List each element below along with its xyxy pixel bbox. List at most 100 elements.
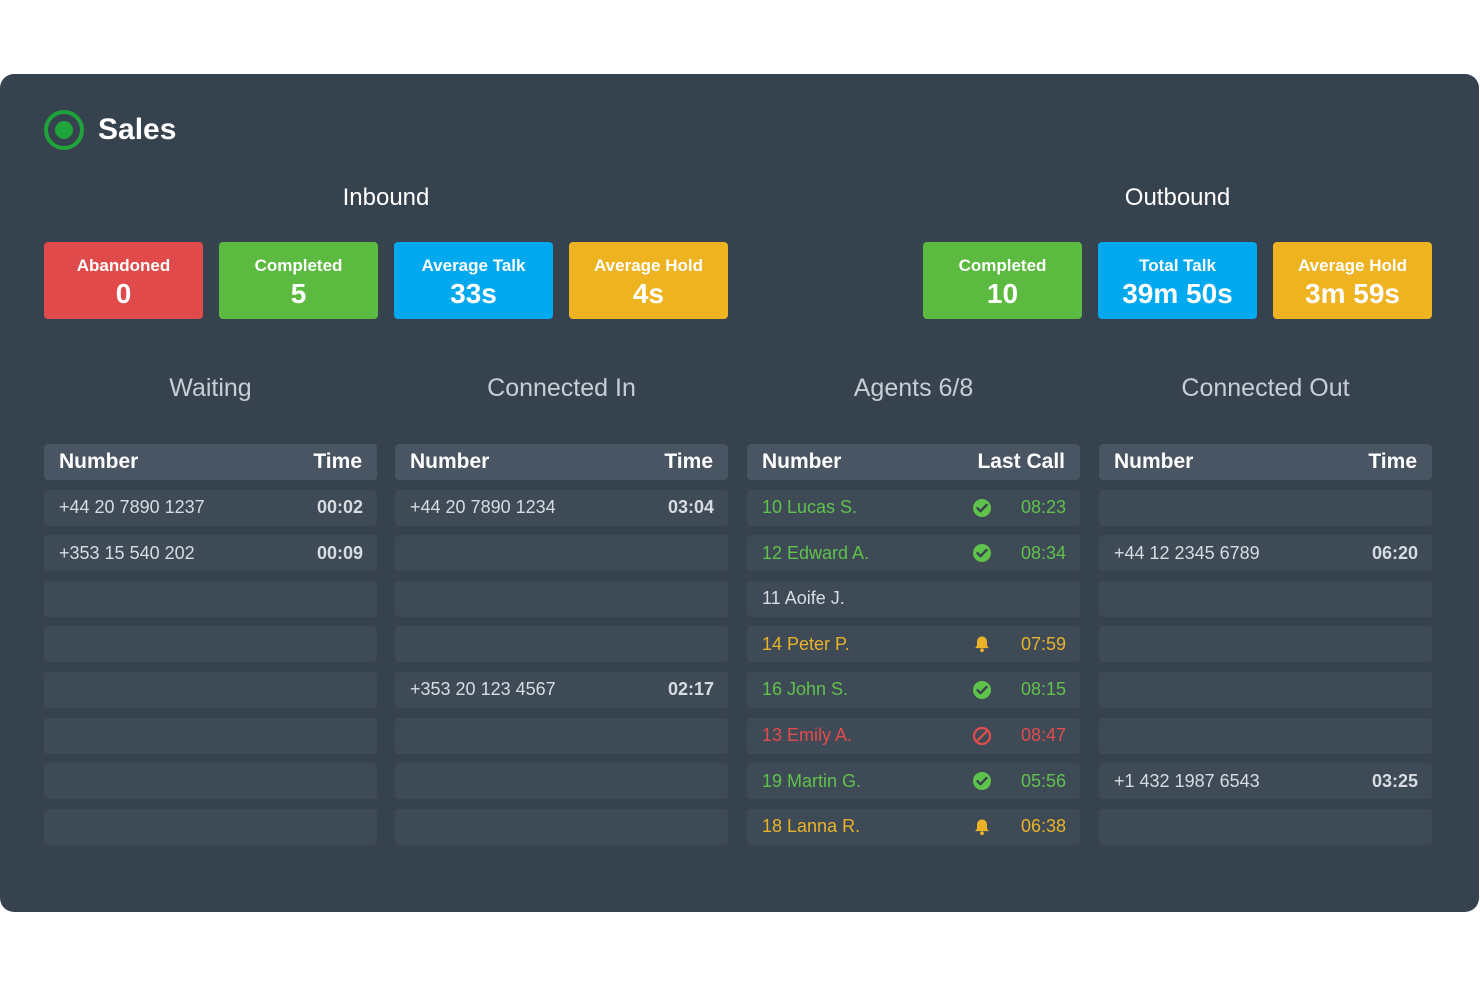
stat-inbound-average-hold: Average Hold 4s <box>569 242 728 319</box>
stat-value: 3m 59s <box>1305 278 1400 309</box>
queue-title: Sales <box>98 113 177 146</box>
last-call-time: 06:38 <box>1020 816 1066 837</box>
agent-row[interactable]: 19 Martin G. 05:56 <box>747 763 1080 800</box>
caller-number: +353 20 123 4567 <box>410 679 556 700</box>
header-number: Number <box>1114 450 1194 473</box>
last-call-time: 08:34 <box>1020 542 1066 563</box>
sales-queue-panel: Sales Inbound Outbound Abandoned 0 Compl… <box>0 74 1479 912</box>
table-row <box>1099 808 1432 845</box>
wait-time: 00:09 <box>316 542 363 563</box>
check-circle-icon <box>972 771 992 791</box>
header-number: Number <box>762 450 842 473</box>
last-call-time: 08:47 <box>1020 725 1066 746</box>
caller-number: +44 20 7890 1237 <box>59 497 205 518</box>
header-number: Number <box>410 450 490 473</box>
table-row <box>1099 489 1432 526</box>
table-row <box>395 717 728 754</box>
outbound-title: Outbound <box>1124 184 1231 211</box>
agent-row[interactable]: 18 Lanna R. 06:38 <box>747 808 1080 845</box>
header-time: Time <box>313 450 362 473</box>
stat-value: 4s <box>632 278 665 309</box>
connected-out-table: Number Time +44 12 2345 6789 06:20 +1 432… <box>1099 444 1432 845</box>
stat-outbound-average-hold: Average Hold 3m 59s <box>1273 242 1432 319</box>
bell-icon <box>972 634 992 654</box>
agent-name: 12 Edward A. <box>762 542 870 563</box>
online-status-icon <box>44 110 84 150</box>
wait-time: 00:02 <box>316 497 363 518</box>
agent-name: 18 Lanna R. <box>762 816 861 837</box>
stat-outbound-completed: Completed 10 <box>923 242 1082 319</box>
stat-abandoned: Abandoned 0 <box>44 242 203 319</box>
stat-inbound-completed: Completed 5 <box>219 242 378 319</box>
table-row[interactable]: +353 20 123 4567 02:17 <box>395 671 728 708</box>
stat-label: Average Hold <box>594 256 703 275</box>
stat-total-talk: Total Talk 39m 50s <box>1098 242 1257 319</box>
stat-value: 5 <box>290 278 307 309</box>
connected-in-title: Connected In <box>487 374 636 402</box>
queue-header: Sales <box>44 110 176 150</box>
stat-label: Abandoned <box>76 256 171 275</box>
agent-row[interactable]: 12 Edward A. 08:34 <box>747 535 1080 572</box>
agent-row[interactable]: 10 Lucas S. 08:23 <box>747 489 1080 526</box>
agent-row[interactable]: 14 Peter P. 07:59 <box>747 626 1080 663</box>
callee-number: +44 12 2345 6789 <box>1114 542 1260 563</box>
check-circle-icon <box>972 543 992 563</box>
table-row <box>395 808 728 845</box>
stat-label: Completed <box>254 256 343 275</box>
agent-name: 16 John S. <box>762 679 849 700</box>
check-circle-icon <box>972 498 992 518</box>
table-row <box>1099 717 1432 754</box>
table-row[interactable]: +44 12 2345 6789 06:20 <box>1099 535 1432 572</box>
call-time: 03:04 <box>667 497 714 518</box>
last-call-time: 08:15 <box>1020 679 1066 700</box>
table-row <box>1099 626 1432 663</box>
caller-number: +353 15 540 202 <box>59 542 195 563</box>
blocked-icon <box>972 726 992 746</box>
table-row[interactable]: +44 20 7890 1234 03:04 <box>395 489 728 526</box>
agent-row[interactable]: 11 Aoife J. <box>747 580 1080 617</box>
last-call-time: 07:59 <box>1020 633 1066 654</box>
stat-label: Average Talk <box>421 256 526 275</box>
waiting-table: Number Time +44 20 7890 1237 00:02 +353 1… <box>44 444 377 845</box>
agent-row[interactable]: 13 Emily A. 08:47 <box>747 717 1080 754</box>
agent-name: 19 Martin G. <box>762 770 862 791</box>
stat-label: Completed <box>958 256 1047 275</box>
table-row <box>44 717 377 754</box>
call-time: 03:25 <box>1371 770 1418 791</box>
table-row <box>44 671 377 708</box>
header-time: Time <box>664 450 713 473</box>
stat-value: 39m 50s <box>1122 278 1233 309</box>
call-time: 02:17 <box>667 679 714 700</box>
stat-average-talk: Average Talk 33s <box>394 242 553 319</box>
agent-name: 13 Emily A. <box>762 725 853 746</box>
table-row[interactable]: +353 15 540 202 00:09 <box>44 535 377 572</box>
table-row <box>1099 671 1432 708</box>
table-header: Number Last Call <box>747 444 1080 480</box>
table-row <box>44 580 377 617</box>
agent-name: 11 Aoife J. <box>762 588 845 609</box>
table-row[interactable]: +44 20 7890 1237 00:02 <box>44 489 377 526</box>
stat-value: 10 <box>986 278 1019 309</box>
table-row[interactable]: +1 432 1987 6543 03:25 <box>1099 763 1432 800</box>
connected-out-title: Connected Out <box>1181 374 1350 402</box>
check-circle-icon <box>972 680 992 700</box>
table-row <box>44 626 377 663</box>
header-time: Time <box>1368 450 1417 473</box>
table-header: Number Time <box>395 444 728 480</box>
last-call-time: 08:23 <box>1020 497 1066 518</box>
inbound-title: Inbound <box>342 184 430 211</box>
last-call-time: 05:56 <box>1020 770 1066 791</box>
table-header: Number Time <box>44 444 377 480</box>
agent-name: 10 Lucas S. <box>762 497 858 518</box>
caller-number: +44 20 7890 1234 <box>410 497 556 518</box>
table-row <box>395 763 728 800</box>
header-number: Number <box>59 450 139 473</box>
callee-number: +1 432 1987 6543 <box>1114 770 1260 791</box>
agents-table: Number Last Call 10 Lucas S. 08:23 12 Ed… <box>747 444 1080 845</box>
stat-value: 0 <box>115 278 132 309</box>
table-row <box>395 626 728 663</box>
table-header: Number Time <box>1099 444 1432 480</box>
stat-label: Average Hold <box>1298 256 1407 275</box>
agent-row[interactable]: 16 John S. 08:15 <box>747 671 1080 708</box>
waiting-title: Waiting <box>169 374 252 402</box>
